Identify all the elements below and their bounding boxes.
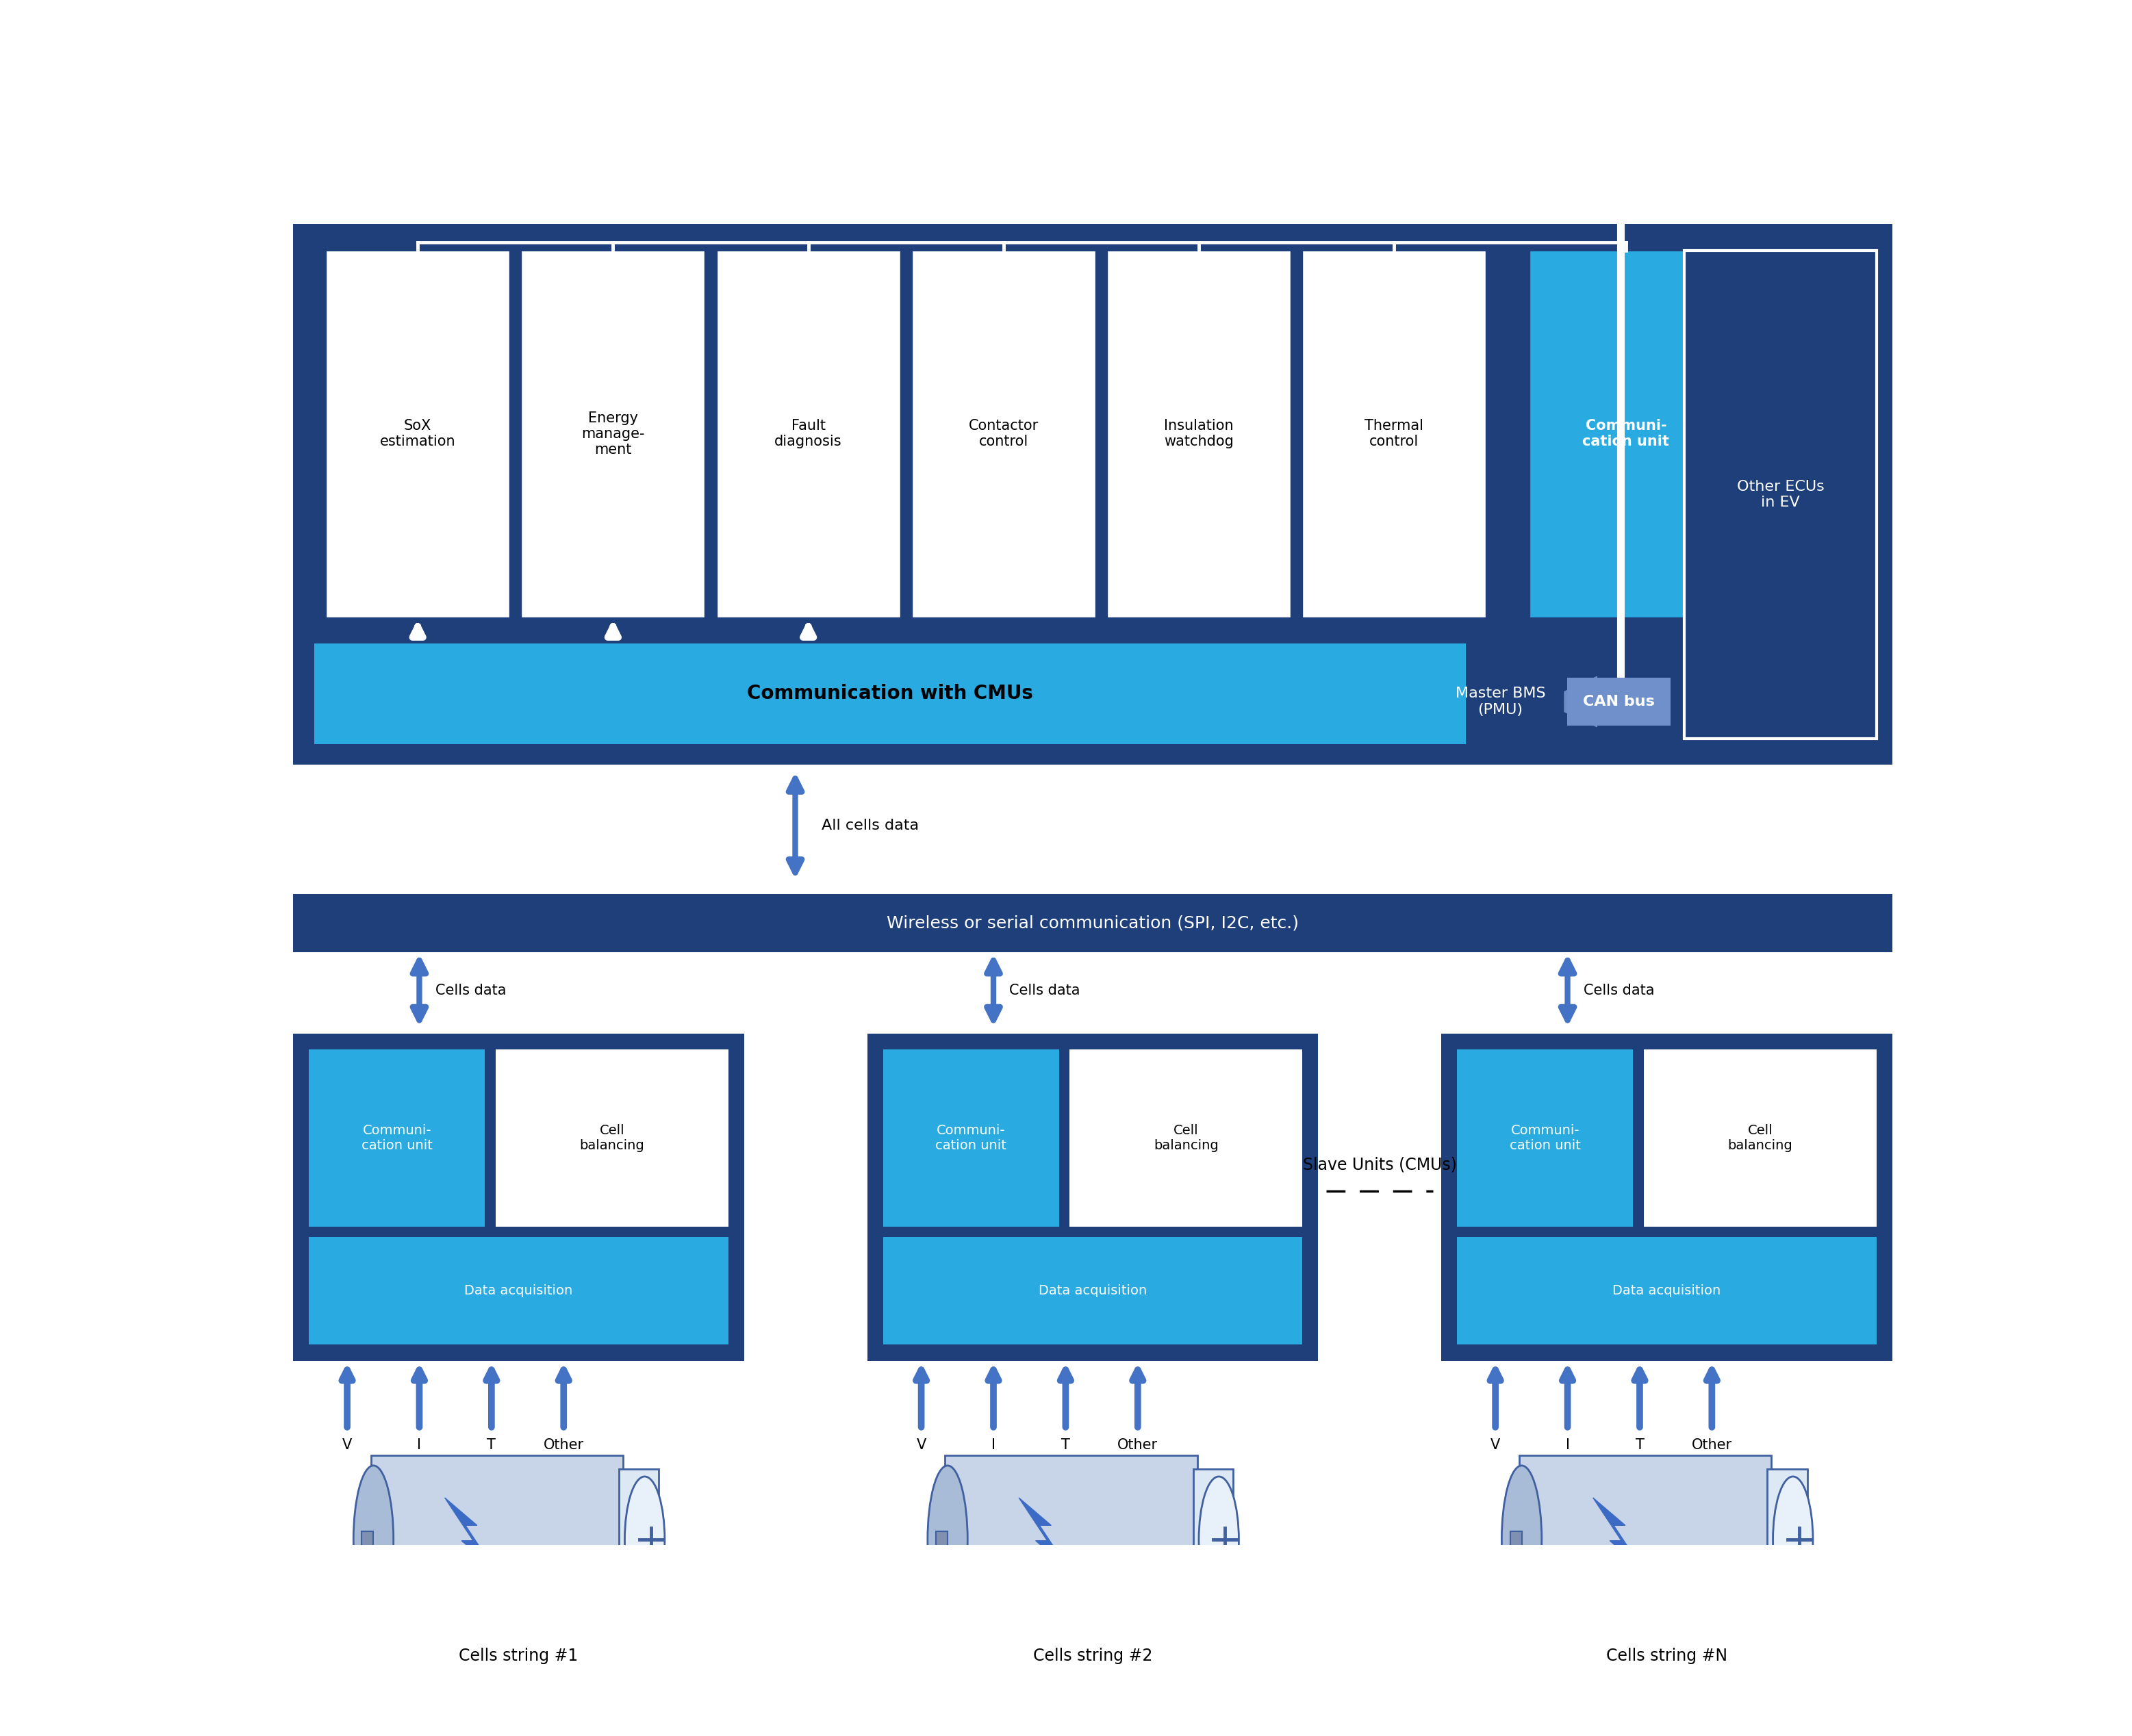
Bar — [371, 1455, 623, 1625]
Ellipse shape — [1774, 1477, 1812, 1602]
Text: Data acquisition: Data acquisition — [1038, 1285, 1147, 1297]
Text: T: T — [1062, 1437, 1070, 1451]
Text: Insulation
watchdog: Insulation watchdog — [1164, 418, 1234, 448]
Bar — [520, 250, 706, 618]
Bar — [1644, 1050, 1876, 1227]
Bar — [1567, 679, 1671, 726]
Polygon shape — [1565, 677, 1597, 727]
Bar — [1509, 1531, 1522, 1549]
Bar — [1518, 1455, 1772, 1625]
Text: Other: Other — [544, 1437, 584, 1451]
Text: V: V — [917, 1437, 925, 1451]
Text: SoX
estimation: SoX estimation — [379, 418, 456, 448]
Bar — [309, 1050, 484, 1227]
Text: Other: Other — [1691, 1437, 1731, 1451]
Text: Wireless or serial communication (SPI, I2C, etc.): Wireless or serial communication (SPI, I… — [887, 915, 1298, 930]
Bar — [1456, 1050, 1633, 1227]
Text: Cells data: Cells data — [1584, 983, 1654, 996]
Text: All cells data: All cells data — [821, 819, 919, 832]
Polygon shape — [446, 1498, 495, 1568]
Ellipse shape — [1501, 1465, 1541, 1614]
Bar — [309, 1238, 729, 1345]
Text: Thermal
control: Thermal control — [1364, 418, 1424, 448]
Ellipse shape — [1198, 1477, 1239, 1602]
Text: Other: Other — [1117, 1437, 1158, 1451]
Polygon shape — [1019, 1498, 1068, 1568]
Bar — [883, 1050, 1060, 1227]
Bar — [912, 250, 1096, 618]
Text: Master BMS
(PMU): Master BMS (PMU) — [1456, 687, 1546, 717]
Text: T: T — [1635, 1437, 1644, 1451]
Bar — [936, 1531, 947, 1549]
Bar — [495, 1050, 729, 1227]
Text: Fault
diagnosis: Fault diagnosis — [774, 418, 842, 448]
Text: Data acquisition: Data acquisition — [1612, 1285, 1721, 1297]
Text: Communication with CMUs: Communication with CMUs — [746, 684, 1034, 703]
Bar — [292, 1033, 744, 1361]
Text: Communi-
cation unit: Communi- cation unit — [1509, 1125, 1580, 1153]
Text: Other ECUs
in EV: Other ECUs in EV — [1738, 479, 1825, 509]
Ellipse shape — [927, 1465, 968, 1614]
Text: V: V — [1490, 1437, 1501, 1451]
Bar — [1767, 1469, 1808, 1611]
Bar — [716, 250, 900, 618]
Text: Cell
balancing: Cell balancing — [580, 1125, 644, 1153]
Text: CAN bus: CAN bus — [1582, 694, 1654, 708]
Text: V: V — [343, 1437, 352, 1451]
Bar — [292, 894, 1893, 951]
Text: Cells string #N: Cells string #N — [1605, 1647, 1727, 1663]
Ellipse shape — [625, 1477, 665, 1602]
Bar — [1684, 250, 1876, 738]
Bar — [1303, 250, 1486, 618]
Bar — [618, 1469, 659, 1611]
Text: Cells string #2: Cells string #2 — [1034, 1647, 1151, 1663]
Text: Cells data: Cells data — [1008, 983, 1081, 996]
Polygon shape — [1593, 1498, 1642, 1568]
Text: I: I — [418, 1437, 422, 1451]
Text: Communi-
cation unit: Communi- cation unit — [936, 1125, 1006, 1153]
Bar — [868, 1033, 1318, 1361]
Bar — [1456, 1238, 1876, 1345]
Text: I: I — [991, 1437, 996, 1451]
Text: I: I — [1565, 1437, 1569, 1451]
Ellipse shape — [354, 1465, 394, 1614]
Bar — [313, 644, 1465, 743]
Text: Data acquisition: Data acquisition — [465, 1285, 574, 1297]
Bar — [326, 250, 510, 618]
Text: Cells data: Cells data — [435, 983, 505, 996]
Text: Slave Units (CMUs): Slave Units (CMUs) — [1303, 1156, 1456, 1174]
Text: Cells string #1: Cells string #1 — [458, 1647, 578, 1663]
Text: Cell
balancing: Cell balancing — [1727, 1125, 1793, 1153]
Text: Cell
balancing: Cell balancing — [1153, 1125, 1217, 1153]
Bar — [1529, 250, 1723, 618]
Bar — [292, 224, 1893, 766]
Bar — [362, 1531, 373, 1549]
Bar — [1107, 250, 1290, 618]
Text: Communi-
cation unit: Communi- cation unit — [362, 1125, 433, 1153]
Bar — [883, 1238, 1303, 1345]
Text: T: T — [486, 1437, 497, 1451]
Polygon shape — [1565, 677, 1657, 727]
Bar — [1194, 1469, 1232, 1611]
Bar — [1441, 1033, 1893, 1361]
Text: Communi-
cation unit: Communi- cation unit — [1582, 418, 1669, 448]
Bar — [944, 1455, 1198, 1625]
Bar — [1070, 1050, 1303, 1227]
Text: Contactor
control: Contactor control — [968, 418, 1038, 448]
Text: Energy
manage-
ment: Energy manage- ment — [582, 411, 644, 457]
